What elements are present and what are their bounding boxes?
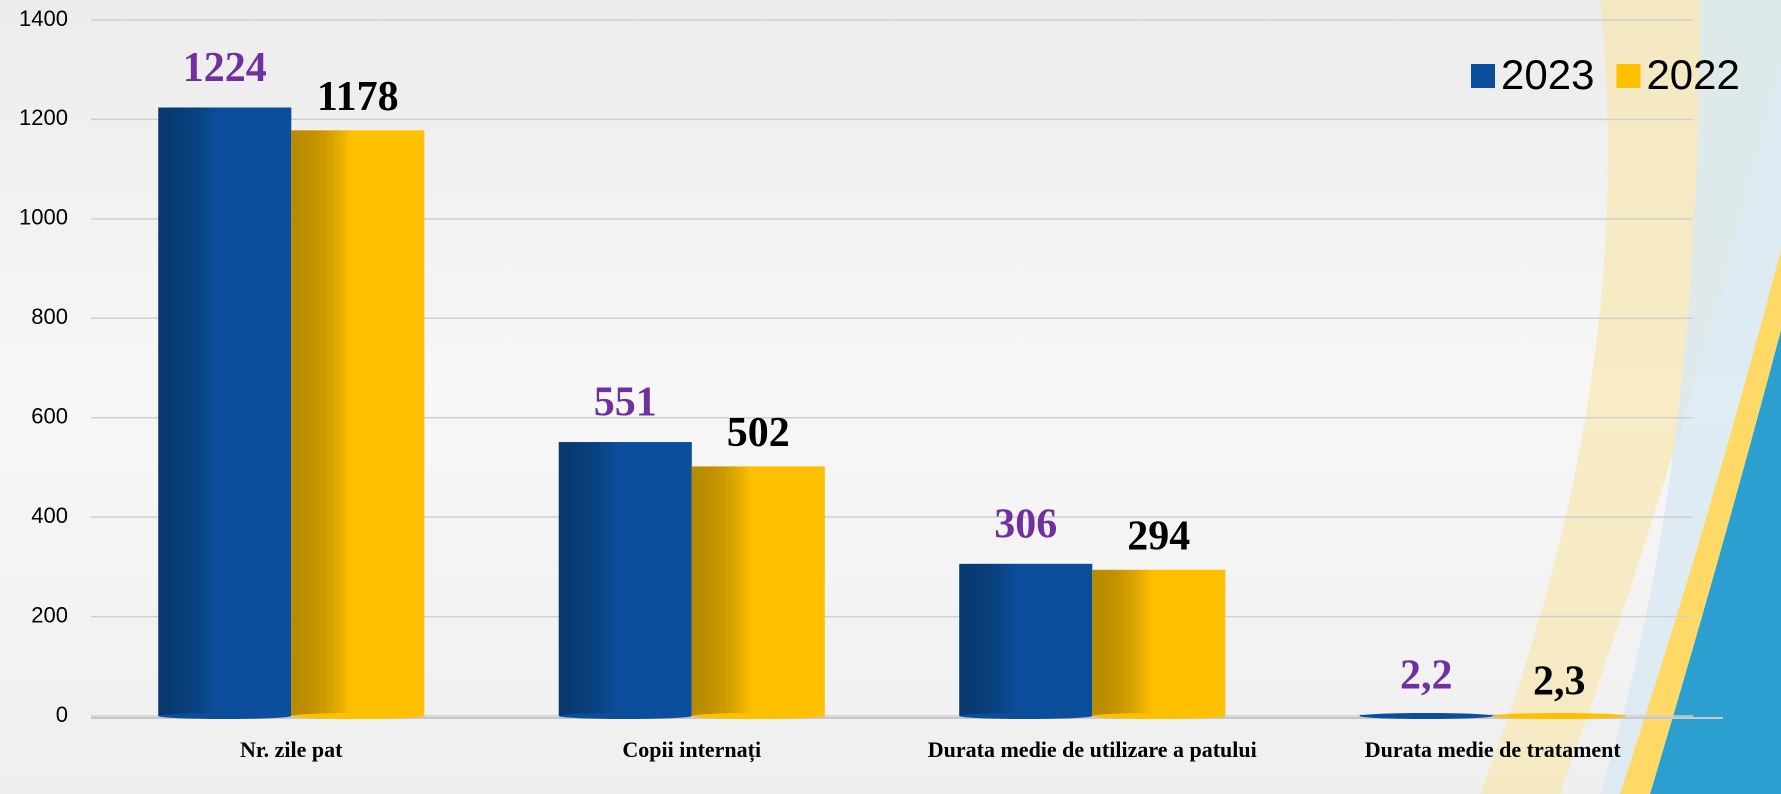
x-tick-label: Nr. zile pat — [240, 737, 343, 762]
x-tick-label: Durata medie de tratament — [1364, 737, 1621, 762]
y-tick-label: 600 — [31, 404, 68, 429]
decoration — [1480, 0, 1781, 794]
value-label: 1178 — [317, 74, 399, 120]
legend-label: 2023 — [1501, 51, 1594, 98]
legend-label: 2022 — [1646, 51, 1739, 98]
bar-base — [691, 713, 825, 719]
legend-swatch — [1616, 64, 1641, 88]
bar-base — [1492, 713, 1626, 719]
x-tick-label: Copii internați — [622, 737, 762, 762]
bar-base — [1359, 713, 1493, 719]
bar-base — [1092, 713, 1226, 719]
x-tick-label: Durata medie de utilizare a patului — [927, 737, 1257, 762]
y-tick-label: 0 — [56, 702, 68, 727]
bar-shade — [691, 466, 825, 716]
y-tick-label: 1200 — [19, 105, 68, 130]
y-tick-label: 800 — [31, 304, 68, 329]
value-label: 306 — [994, 502, 1057, 548]
value-label: 551 — [594, 380, 657, 426]
y-tick-label: 1400 — [19, 6, 68, 31]
legend-swatch — [1471, 64, 1495, 88]
bar-base — [291, 713, 425, 719]
bar-base — [158, 713, 292, 719]
y-tick-label: 200 — [31, 602, 68, 627]
bar-shade — [959, 563, 1093, 716]
bar-base — [959, 713, 1093, 719]
value-label: 2,3 — [1533, 658, 1586, 704]
y-tick-label: 1000 — [19, 205, 68, 230]
value-label: 502 — [727, 410, 790, 456]
bar-shade — [558, 442, 692, 716]
value-label: 1224 — [183, 45, 267, 91]
bar-base — [558, 713, 692, 719]
value-label: 2,2 — [1400, 653, 1453, 699]
y-tick-label: 400 — [31, 503, 68, 528]
bar-shade — [1092, 569, 1226, 716]
bar-shade — [291, 130, 425, 716]
value-label: 294 — [1127, 513, 1190, 559]
bar-shade — [158, 107, 292, 717]
